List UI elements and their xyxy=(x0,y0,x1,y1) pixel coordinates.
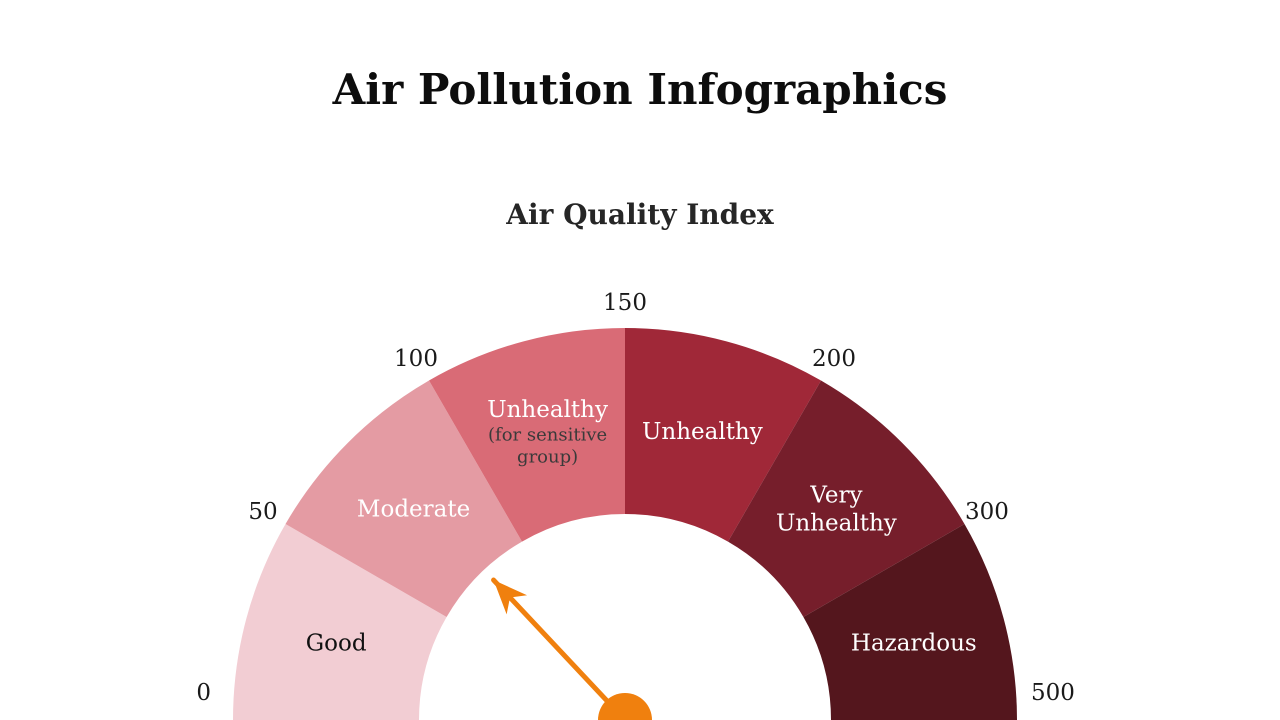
segment-label: Moderate xyxy=(357,496,470,522)
tick-label: 150 xyxy=(603,290,647,316)
gauge-segments xyxy=(233,328,1017,720)
gauge-segment xyxy=(728,380,965,617)
gauge-segment xyxy=(429,328,625,542)
tick-label: 50 xyxy=(248,499,277,525)
segment-label: Unhealthy xyxy=(642,419,763,445)
gauge-segment xyxy=(285,380,522,617)
chart-title: Air Quality Index xyxy=(506,198,774,231)
tick-label: 500 xyxy=(1031,680,1075,706)
tick-label: 0 xyxy=(196,680,211,706)
gauge-segment xyxy=(233,524,447,720)
tick-label: 200 xyxy=(812,346,856,372)
gauge-needle xyxy=(491,577,652,720)
needle-shaft xyxy=(491,577,614,708)
gauge-tick-labels: 0 50 100 150 200 300 500 xyxy=(196,290,1075,706)
needle-arrowhead xyxy=(493,580,528,615)
tick-label: 300 xyxy=(965,499,1009,525)
gauge-segment xyxy=(625,328,821,542)
tick-label: 100 xyxy=(394,346,438,372)
gauge-segment-labels: Good Moderate Unhealthy (for sensitive group… xyxy=(306,397,977,656)
needle-hub xyxy=(598,693,652,720)
segment-label: Unhealthy (for sensitive group) xyxy=(487,397,608,467)
page-title: Air Pollution Infographics xyxy=(332,65,948,114)
segment-label: Very Unhealthy xyxy=(776,482,897,536)
segment-label: Hazardous xyxy=(851,630,977,656)
segment-label: Good xyxy=(306,630,367,656)
gauge-segment xyxy=(803,524,1017,720)
